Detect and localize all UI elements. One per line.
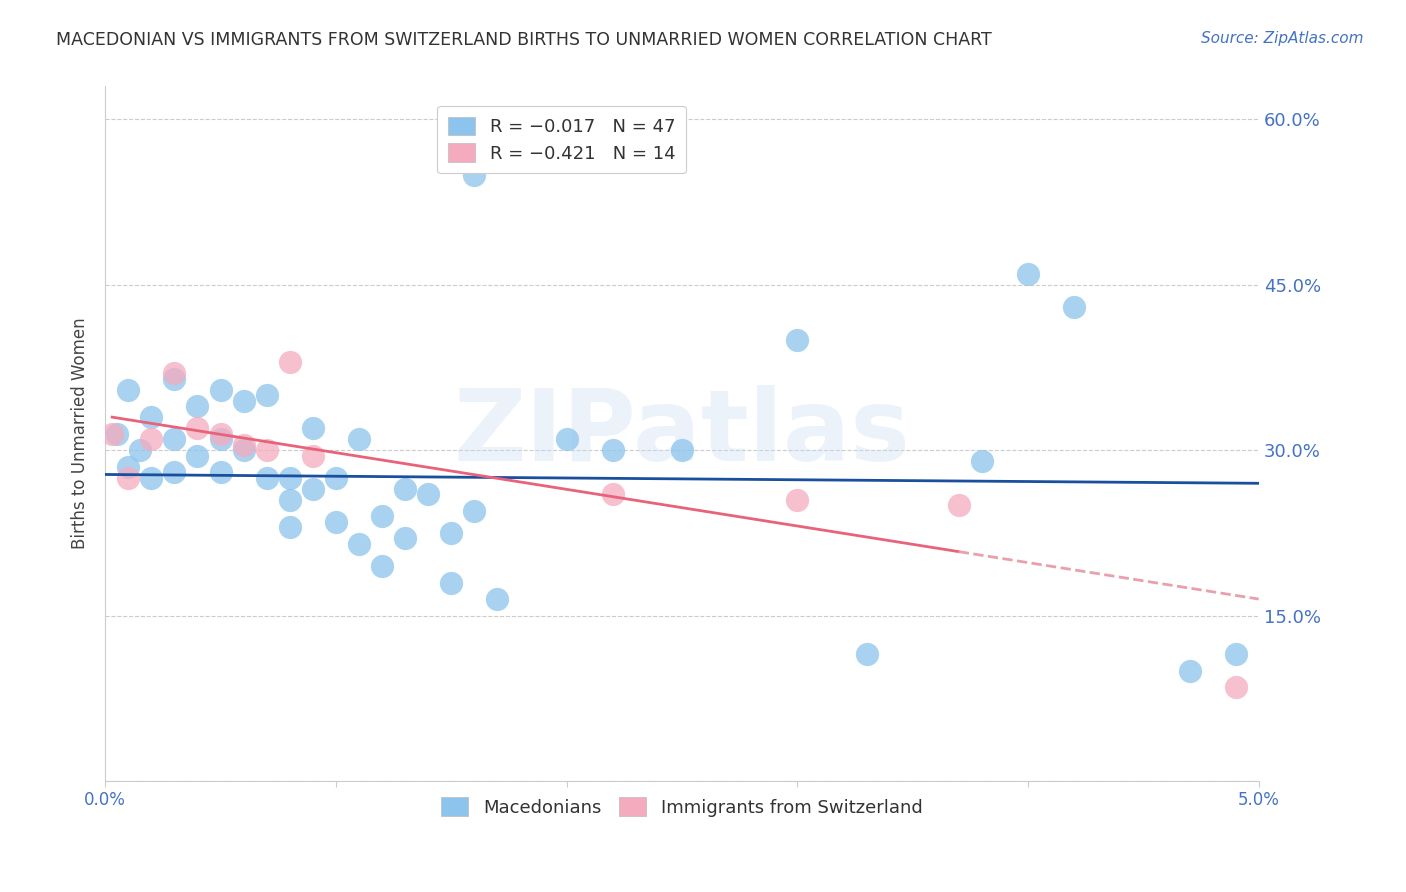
Point [855,647,877,661]
Point [141,471,163,485]
Point [394,532,416,546]
Legend: Macedonians, Immigrants from Switzerland: Macedonians, Immigrants from Switzerland [434,790,929,824]
Point [1225,647,1247,661]
Point [186,449,208,463]
Point [1178,664,1201,678]
Point [232,438,254,452]
Point [394,482,416,496]
Point [163,371,186,385]
Text: Source: ZipAtlas.com: Source: ZipAtlas.com [1201,31,1364,46]
Point [440,575,463,590]
Point [671,443,693,458]
Point [256,388,278,402]
Point [786,492,808,507]
Point [278,520,301,534]
Point [256,471,278,485]
Point [209,383,232,397]
Point [232,393,254,408]
Point [970,454,993,468]
Point [117,471,139,485]
Point [278,471,301,485]
Point [302,449,325,463]
Point [786,333,808,347]
Point [209,465,232,479]
Point [141,410,163,425]
Point [371,559,394,574]
Point [602,487,624,501]
Y-axis label: Births to Unmarried Women: Births to Unmarried Women [72,318,89,549]
Point [418,487,440,501]
Point [117,459,139,474]
Point [463,168,485,182]
Point [232,443,254,458]
Point [602,443,624,458]
Point [105,426,128,441]
Point [302,482,325,496]
Point [163,465,186,479]
Point [948,499,970,513]
Point [371,509,394,524]
Point [486,592,509,607]
Point [555,432,578,446]
Point [209,432,232,446]
Point [463,504,485,518]
Point [141,432,163,446]
Point [302,421,325,435]
Point [278,355,301,369]
Point [186,399,208,413]
Point [1225,680,1247,694]
Point [128,443,150,458]
Point [163,366,186,380]
Point [347,537,370,551]
Point [101,426,124,441]
Point [117,383,139,397]
Point [440,525,463,540]
Point [1017,267,1039,281]
Text: MACEDONIAN VS IMMIGRANTS FROM SWITZERLAND BIRTHS TO UNMARRIED WOMEN CORRELATION : MACEDONIAN VS IMMIGRANTS FROM SWITZERLAN… [56,31,993,49]
Point [186,421,208,435]
Point [347,432,370,446]
Point [325,515,347,529]
Point [163,432,186,446]
Point [1063,300,1085,314]
Point [325,471,347,485]
Point [256,443,278,458]
Point [278,492,301,507]
Text: ZIPatlas: ZIPatlas [454,385,911,483]
Point [209,426,232,441]
